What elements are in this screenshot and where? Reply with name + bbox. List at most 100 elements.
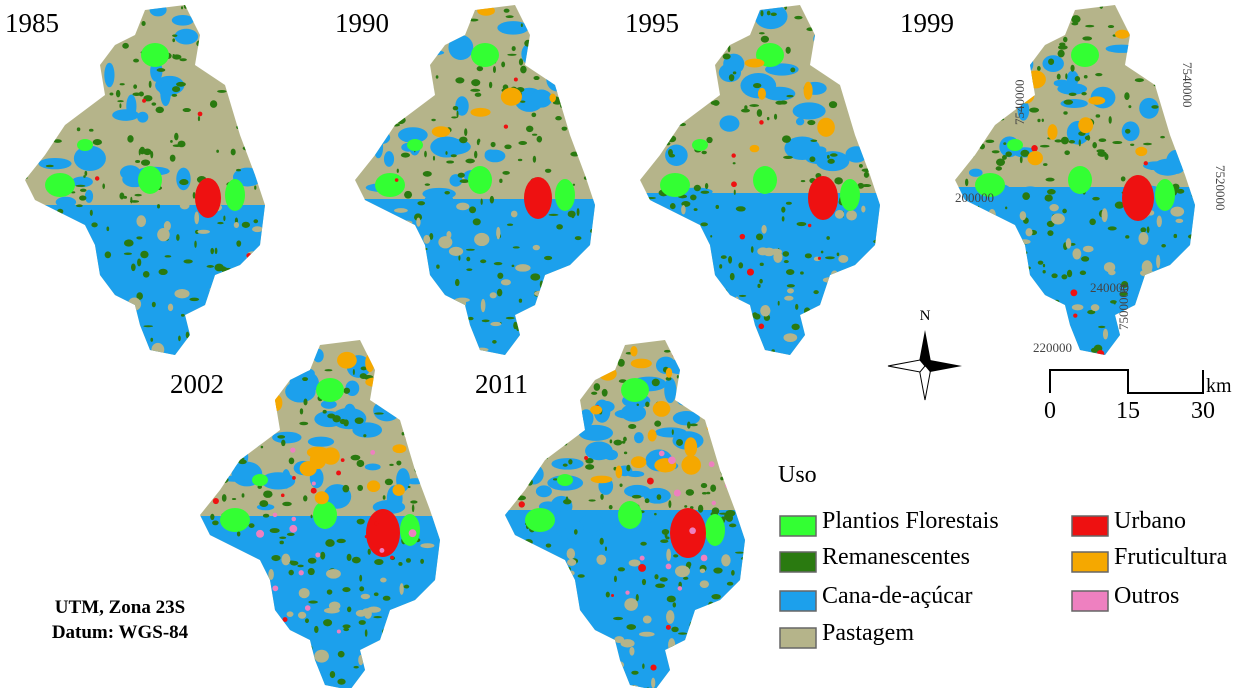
map-patch xyxy=(423,171,432,177)
map-patch xyxy=(804,82,813,100)
map-patch xyxy=(718,422,749,432)
map-patch xyxy=(497,289,502,297)
map-patch xyxy=(194,312,199,318)
map-patch xyxy=(113,35,119,38)
map-patch xyxy=(580,643,584,657)
map-patch xyxy=(107,8,111,15)
map-patch xyxy=(57,209,63,214)
map-patch xyxy=(502,171,509,175)
map-patch xyxy=(563,442,567,446)
map-patch xyxy=(1023,266,1031,270)
map-patch xyxy=(133,84,137,89)
map-patch xyxy=(624,598,638,611)
year-label: 1995 xyxy=(625,8,679,38)
map-patch xyxy=(386,632,392,636)
map-patch xyxy=(212,12,218,16)
map-patch xyxy=(861,21,867,26)
map-patch xyxy=(968,274,977,280)
map-patch xyxy=(398,220,413,224)
map-patch xyxy=(421,44,426,48)
map-patch xyxy=(423,22,429,25)
map-patch xyxy=(494,262,502,265)
map-patch xyxy=(845,77,848,82)
map-patch xyxy=(964,273,972,281)
map-patch xyxy=(600,538,604,545)
map-patch xyxy=(393,484,405,496)
map-patch xyxy=(988,209,996,222)
map-patch xyxy=(1027,151,1043,165)
map-patch xyxy=(416,622,426,627)
map-patch xyxy=(1161,77,1170,95)
map-patch xyxy=(640,542,646,546)
map-patch xyxy=(418,262,427,267)
map-patch xyxy=(315,552,320,557)
map-patch xyxy=(489,82,492,88)
map-patch xyxy=(61,2,70,10)
map-patch xyxy=(711,101,720,105)
map-patch xyxy=(281,554,290,566)
map-patch xyxy=(257,105,260,108)
map-patch xyxy=(1082,36,1092,40)
map-patch xyxy=(1155,312,1158,315)
map-patch xyxy=(285,643,295,650)
map-patch xyxy=(1047,124,1057,140)
map-patch xyxy=(365,301,375,311)
map-patch xyxy=(832,73,837,78)
map-patch xyxy=(445,151,447,155)
map-patch xyxy=(614,682,623,688)
map-patch xyxy=(455,298,470,303)
projection: Datum: WGS-84 xyxy=(52,622,189,643)
map-patch xyxy=(423,235,430,244)
map-patch xyxy=(106,226,109,231)
map-patch xyxy=(407,478,424,484)
map-patch xyxy=(562,127,568,131)
map-patch xyxy=(735,335,744,340)
map-patch xyxy=(829,101,837,108)
map-patch xyxy=(398,562,402,566)
map-patch xyxy=(232,426,243,450)
map-patch xyxy=(25,277,39,283)
map-patch xyxy=(217,90,227,93)
map-patch xyxy=(618,567,625,571)
map-patch xyxy=(365,535,368,538)
map-patch xyxy=(560,506,569,529)
map-patch xyxy=(970,130,974,134)
map-patch xyxy=(795,304,798,310)
map-patch xyxy=(670,203,676,209)
map-patch xyxy=(675,565,690,577)
map-patch xyxy=(567,657,576,664)
north-arrow: N xyxy=(888,308,962,400)
map-patch xyxy=(848,282,853,284)
map-patch xyxy=(391,115,393,121)
map-patch xyxy=(337,539,346,543)
map-patch xyxy=(1058,20,1063,24)
map-patch xyxy=(392,444,406,453)
map-patch xyxy=(1043,163,1048,166)
map-patch xyxy=(614,576,617,582)
map-patch xyxy=(477,6,495,16)
map-patch xyxy=(701,555,708,562)
map-patch xyxy=(540,636,546,643)
map-patch xyxy=(674,490,681,497)
map-patch xyxy=(449,247,463,256)
map-patch xyxy=(42,317,45,319)
map-patch xyxy=(516,622,521,628)
map-patch xyxy=(627,471,644,477)
map-patch xyxy=(514,77,518,81)
map-patch xyxy=(200,606,207,620)
map-patch xyxy=(692,139,708,151)
map-patch xyxy=(708,602,713,608)
map-patch xyxy=(778,301,780,306)
map-patch xyxy=(630,346,637,356)
map-patch xyxy=(320,552,325,560)
map-patch xyxy=(248,350,253,353)
map-patch xyxy=(625,591,629,595)
map-patch xyxy=(512,46,516,51)
map-patch xyxy=(672,346,681,351)
map-patch xyxy=(737,437,741,445)
map-patch xyxy=(736,395,745,397)
map-patch xyxy=(234,222,239,228)
map-patch xyxy=(252,662,255,668)
map-patch xyxy=(353,666,358,669)
map-patch xyxy=(668,340,670,345)
